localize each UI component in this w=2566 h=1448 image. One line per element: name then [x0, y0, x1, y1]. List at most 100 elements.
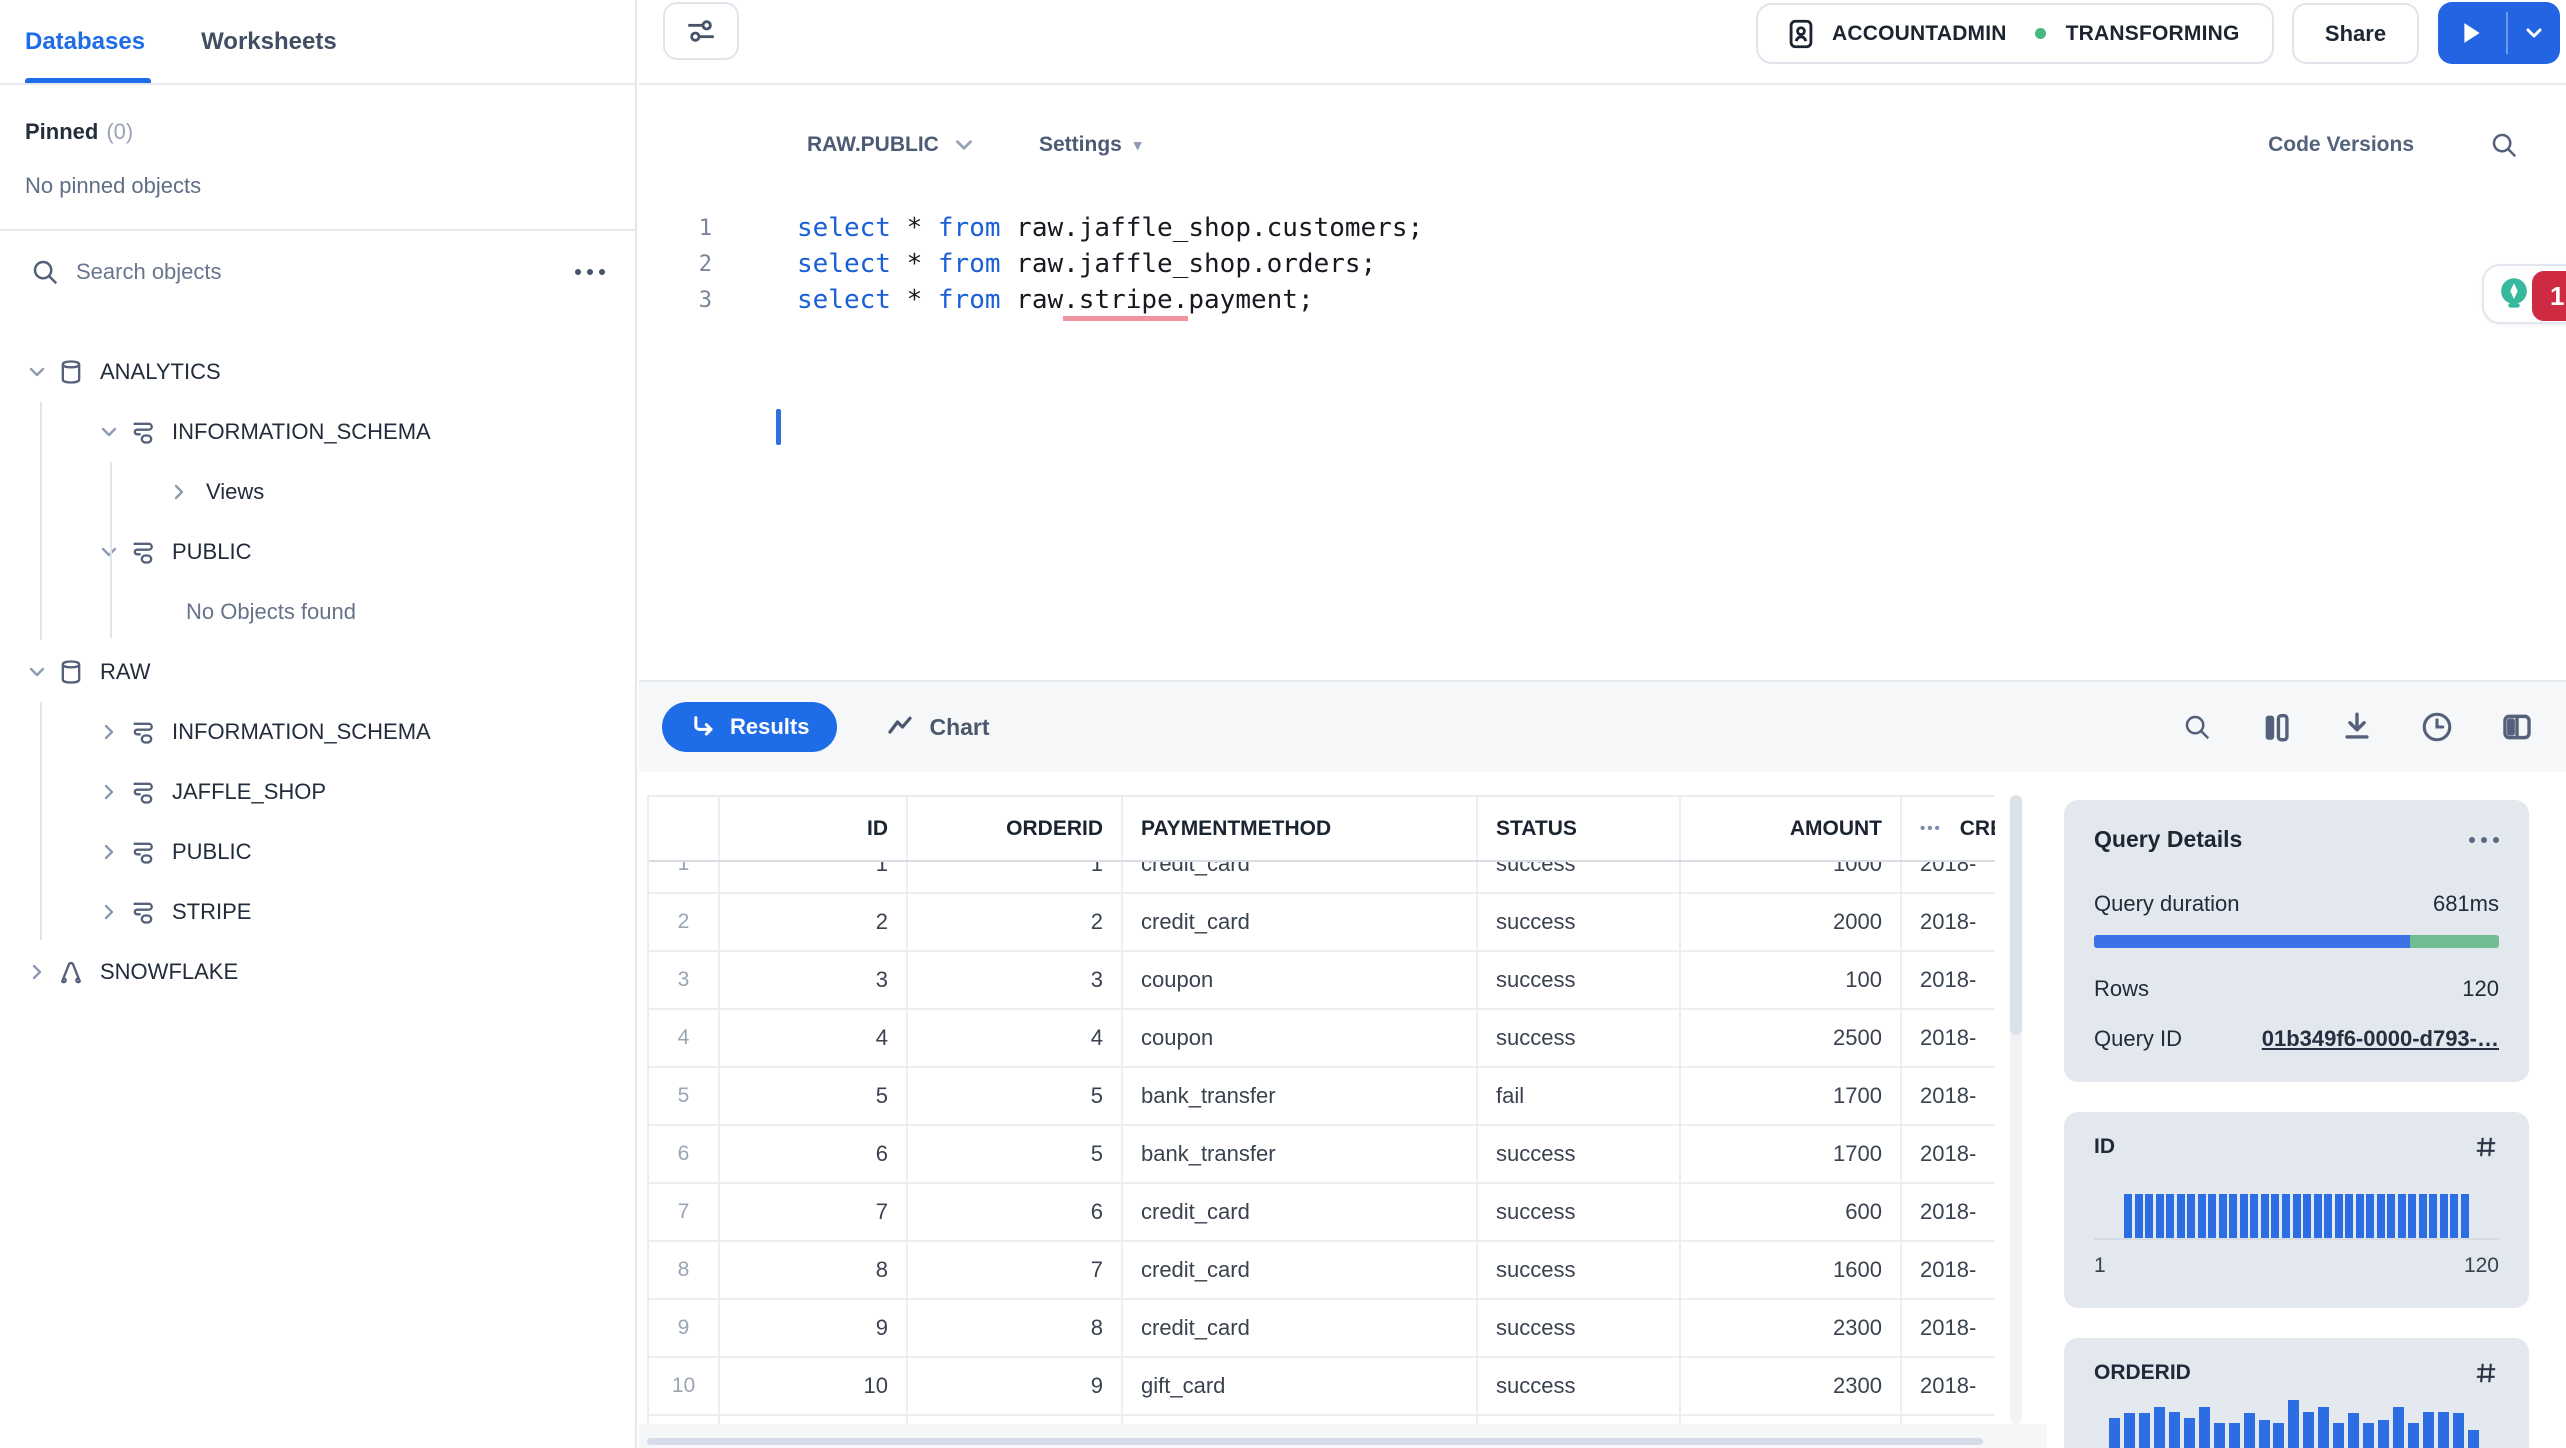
query-id-link[interactable]: 01b349f6-0000-d793-…: [2261, 1026, 2499, 1051]
histogram-title: ID: [2094, 1135, 2115, 1158]
table-row[interactable]: 3 3 3 coupon success 100 2018-: [649, 952, 1995, 1010]
tree-item-label: PUBLIC: [172, 539, 252, 564]
table-row[interactable]: 9 9 8 credit_card success 2300 2018-: [649, 1300, 1995, 1358]
tab-worksheets[interactable]: Worksheets: [201, 27, 337, 55]
copilot-suggestion-button[interactable]: 1: [2482, 264, 2566, 324]
chart-tab-label: Chart: [929, 713, 990, 740]
column-header-amount[interactable]: AMOUNT: [1681, 797, 1902, 860]
column-header-label: STATUS: [1496, 816, 1577, 840]
column-header-id[interactable]: ID: [720, 797, 908, 860]
axis-min-label: 1: [2094, 1254, 2106, 1277]
split-pane-icon[interactable]: [2498, 708, 2536, 746]
row-number: 7: [649, 1184, 720, 1240]
chevron-right-icon[interactable]: [24, 959, 50, 985]
histogram-axis-labels: 1 120: [2094, 1254, 2499, 1278]
row-number: 8: [649, 1242, 720, 1298]
tree-item-information_schema[interactable]: INFORMATION_SCHEMA: [0, 702, 635, 762]
tree-item-public[interactable]: PUBLIC: [0, 822, 635, 882]
cell-id: 6: [720, 1126, 908, 1182]
chevron-down-icon[interactable]: [96, 539, 122, 565]
share-button[interactable]: Share: [2292, 3, 2419, 64]
search-input[interactable]: Search objects: [76, 259, 222, 284]
table-row[interactable]: 8 8 7 credit_card success 1600 2018-: [649, 1242, 1995, 1300]
warehouse-label: TRANSFORMING: [2065, 21, 2240, 45]
cell-amount: 1700: [1681, 1068, 1902, 1124]
sidebar-more-icon[interactable]: [575, 269, 605, 275]
cell-status: success: [1478, 1300, 1681, 1356]
pinned-count: (0): [106, 119, 134, 144]
table-row[interactable]: 7 7 6 credit_card success 600 2018-: [649, 1184, 1995, 1242]
column-header-label: CREATED: [1959, 816, 1995, 840]
numeric-column-icon[interactable]: [2473, 1134, 2499, 1160]
chevron-right-icon[interactable]: [96, 719, 122, 745]
history-icon[interactable]: [2418, 708, 2456, 746]
column-header-status[interactable]: STATUS: [1478, 797, 1681, 860]
chevron-right-icon[interactable]: [96, 899, 122, 925]
schema-context-selector[interactable]: RAW.PUBLIC: [807, 85, 977, 205]
tree-item-snowflake[interactable]: SNOWFLAKE: [0, 942, 635, 1002]
rows-label: Rows: [2094, 976, 2150, 1001]
column-header-paymentmethod[interactable]: PAYMENTMETHOD: [1123, 797, 1478, 860]
tab-chart[interactable]: Chart: [885, 712, 990, 742]
results-body: 1 1 1 credit_card success 1000 2018- 2 2 2 credit_…: [639, 772, 2566, 1448]
column-menu-icon[interactable]: •••: [1920, 820, 1942, 837]
table-row[interactable]: 2 2 2 credit_card success 2000 2018-: [649, 894, 1995, 952]
tab-results[interactable]: Results: [662, 702, 838, 752]
tree-item-jaffle_shop[interactable]: JAFFLE_SHOP: [0, 762, 635, 822]
tree-item-public[interactable]: PUBLIC: [0, 522, 635, 582]
columns-icon[interactable]: [2258, 708, 2296, 746]
table-row[interactable]: 6 6 5 bank_transfer success 1700 2018-: [649, 1126, 1995, 1184]
tree-item-views[interactable]: Views: [0, 462, 635, 522]
tree-item-information_schema[interactable]: INFORMATION_SCHEMA: [0, 402, 635, 462]
chevron-right-icon[interactable]: [96, 779, 122, 805]
table-vertical-scrollbar[interactable]: [2010, 795, 2022, 1424]
code-area[interactable]: 1 select * from raw.jaffle_shop.customers…: [639, 210, 2566, 321]
tab-databases[interactable]: Databases: [25, 0, 152, 83]
cell-created: 2018-: [1902, 1358, 1995, 1414]
context-role-warehouse-button[interactable]: ACCOUNTADMIN TRANSFORMING: [1756, 3, 2274, 64]
sidebar: Databases Worksheets Pinned (0) No pinned…: [0, 0, 637, 1448]
numeric-column-icon[interactable]: [2473, 1360, 2499, 1386]
code-line-1[interactable]: 1 select * from raw.jaffle_shop.customers…: [639, 210, 2566, 246]
cell-id: 5: [720, 1068, 908, 1124]
column-header-created[interactable]: ••• CREATED: [1902, 797, 1995, 860]
code-text: select * from raw.jaffle_shop.orders;: [797, 249, 1377, 279]
chevron-down-icon[interactable]: [24, 659, 50, 685]
cell-status: success: [1478, 952, 1681, 1008]
results-search-icon[interactable]: [2178, 708, 2216, 746]
code-line-2[interactable]: 2 select * from raw.jaffle_shop.orders;: [639, 246, 2566, 282]
download-icon[interactable]: [2338, 708, 2376, 746]
table-row[interactable]: 10 10 9 gift_card success 2300 2018-: [649, 1358, 1995, 1416]
code-line-3[interactable]: 3 select * from raw.stripe.payment;: [639, 282, 2566, 321]
chevron-right-icon[interactable]: [96, 839, 122, 865]
table-row[interactable]: 4 4 4 coupon success 2500 2018-: [649, 1010, 1995, 1068]
tree-item-analytics[interactable]: ANALYTICS: [0, 342, 635, 402]
run-button[interactable]: [2438, 2, 2506, 64]
worksheet-options-button[interactable]: [663, 2, 739, 60]
chevron-down-icon[interactable]: [96, 419, 122, 445]
table-row[interactable]: [649, 1416, 1995, 1424]
table-row[interactable]: 5 5 5 bank_transfer fail 1700 2018-: [649, 1068, 1995, 1126]
query-side-panel: Query Details Query duration 681ms Rows …: [2064, 800, 2529, 1448]
editor-search-button[interactable]: [2480, 121, 2528, 169]
column-header-orderid[interactable]: ORDERID: [908, 797, 1123, 860]
query-details-menu-icon[interactable]: [2469, 836, 2499, 843]
chevron-down-icon: [2522, 21, 2546, 45]
cell-id: 4: [720, 1010, 908, 1066]
object-search[interactable]: Search objects: [0, 243, 635, 301]
tree-indent-guide: [110, 462, 112, 638]
tree-item-raw[interactable]: RAW: [0, 642, 635, 702]
chevron-right-icon[interactable]: [166, 479, 192, 505]
chevron-down-icon[interactable]: [24, 359, 50, 385]
database-tree: ANALYTICS INFORMATION_SCHEMA Views PUBLIC No…: [0, 342, 635, 1002]
table-horizontal-scrollbar[interactable]: [647, 1438, 1983, 1445]
histogram-title: ORDERID: [2094, 1361, 2191, 1384]
editor-settings-dropdown[interactable]: Settings ▾: [1039, 85, 1141, 205]
run-options-button[interactable]: [2508, 2, 2560, 64]
error-count-badge: 1: [2532, 271, 2566, 321]
tree-item-label: JAFFLE_SHOP: [172, 779, 327, 804]
code-versions-button[interactable]: Code Versions: [2268, 133, 2414, 156]
tree-item-stripe[interactable]: STRIPE: [0, 882, 635, 942]
sql-editor: RAW.PUBLIC Settings ▾ Code Versions 1 sel…: [639, 85, 2566, 680]
run-button-group: [2438, 2, 2560, 64]
